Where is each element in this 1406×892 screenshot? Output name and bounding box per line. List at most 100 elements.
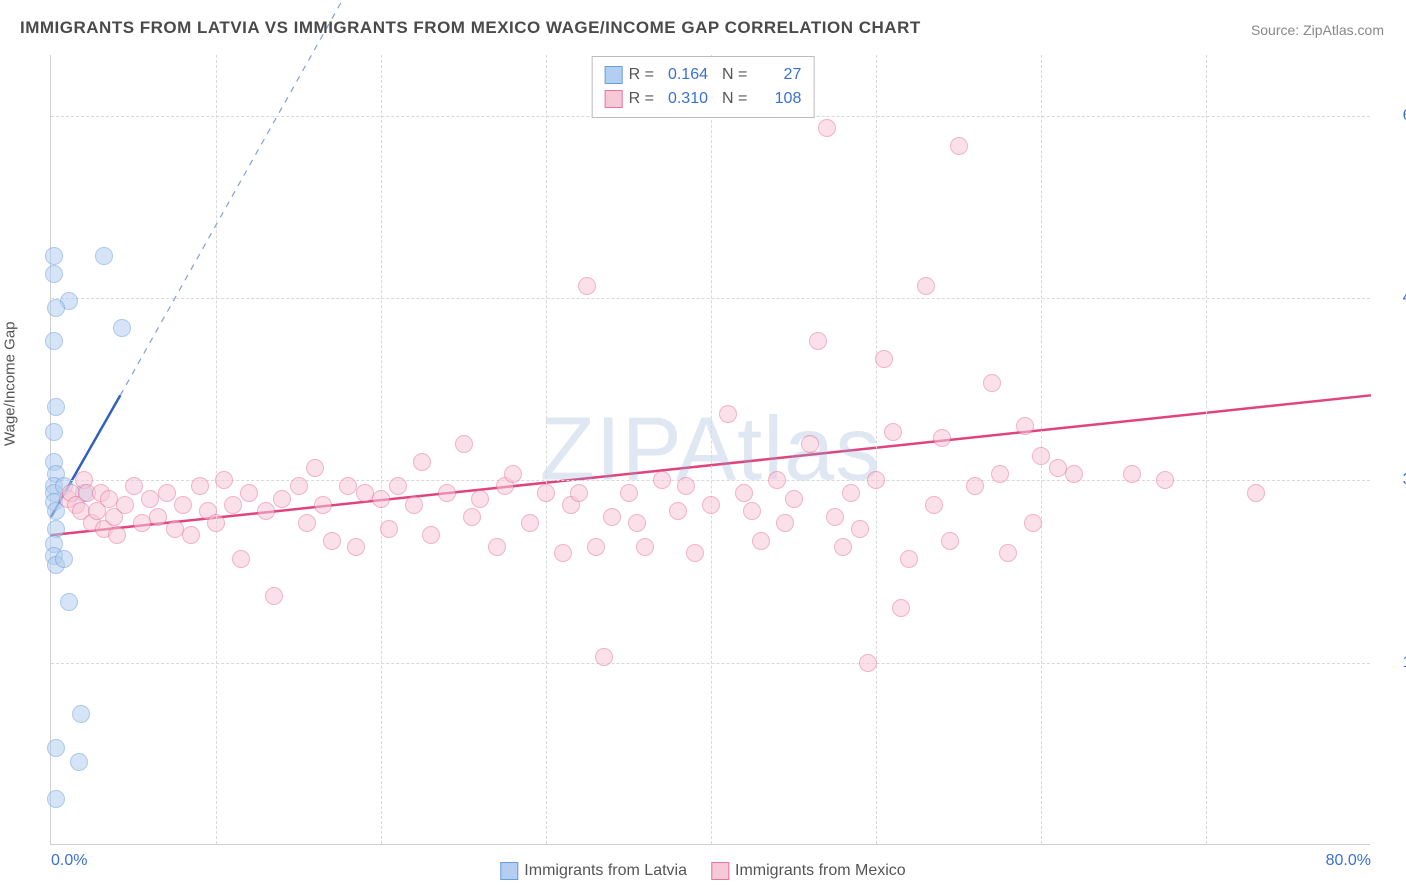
scatter-point — [1065, 465, 1083, 483]
scatter-point — [265, 587, 283, 605]
legend-n-label: N = — [722, 63, 747, 87]
x-tick-label: 80.0% — [1326, 852, 1371, 870]
scatter-point — [801, 435, 819, 453]
scatter-point — [389, 477, 407, 495]
scatter-point — [603, 508, 621, 526]
scatter-point — [133, 514, 151, 532]
scatter-point — [141, 490, 159, 508]
source-attribution: Source: ZipAtlas.com — [1251, 22, 1384, 38]
legend-series-item: Immigrants from Latvia — [500, 862, 687, 880]
scatter-point — [1032, 447, 1050, 465]
scatter-point — [207, 514, 225, 532]
scatter-point — [95, 247, 113, 265]
scatter-point — [925, 496, 943, 514]
legend-swatch — [711, 862, 729, 880]
scatter-point — [347, 538, 365, 556]
scatter-point — [45, 423, 63, 441]
scatter-point — [999, 544, 1017, 562]
gridline-vertical — [381, 55, 382, 844]
scatter-point — [875, 350, 893, 368]
scatter-point — [306, 459, 324, 477]
scatter-point — [752, 532, 770, 550]
scatter-point — [100, 490, 118, 508]
scatter-point — [809, 332, 827, 350]
legend-correlation-row: R =0.164N =27 — [605, 63, 802, 87]
scatter-point — [240, 484, 258, 502]
scatter-point — [372, 490, 390, 508]
scatter-point — [653, 471, 671, 489]
scatter-point — [47, 299, 65, 317]
scatter-point — [917, 277, 935, 295]
scatter-point — [933, 429, 951, 447]
scatter-point — [595, 648, 613, 666]
legend-r-value: 0.310 — [660, 87, 708, 111]
scatter-point — [818, 119, 836, 137]
scatter-point — [224, 496, 242, 514]
gridline-vertical — [546, 55, 547, 844]
scatter-point — [232, 550, 250, 568]
y-tick-label: 45.0% — [1378, 289, 1406, 307]
legend-r-label: R = — [629, 63, 654, 87]
scatter-point — [125, 477, 143, 495]
scatter-point — [290, 477, 308, 495]
scatter-point — [70, 753, 88, 771]
scatter-point — [405, 496, 423, 514]
scatter-point — [273, 490, 291, 508]
scatter-point — [149, 508, 167, 526]
scatter-point — [686, 544, 704, 562]
scatter-point — [314, 496, 332, 514]
scatter-point — [47, 739, 65, 757]
scatter-point — [1156, 471, 1174, 489]
scatter-point — [826, 508, 844, 526]
gridline-vertical — [1206, 55, 1207, 844]
scatter-point — [776, 514, 794, 532]
scatter-point — [537, 484, 555, 502]
scatter-point — [422, 526, 440, 544]
scatter-point — [45, 247, 63, 265]
scatter-point — [356, 484, 374, 502]
trend-line-extrapolation — [120, 0, 414, 395]
scatter-point — [669, 502, 687, 520]
scatter-point — [950, 137, 968, 155]
legend-r-value: 0.164 — [660, 63, 708, 87]
scatter-point — [339, 477, 357, 495]
legend-swatch — [500, 862, 518, 880]
y-tick-label: 60.0% — [1378, 107, 1406, 125]
scatter-point — [867, 471, 885, 489]
scatter-point — [892, 599, 910, 617]
scatter-point — [884, 423, 902, 441]
legend-series-label: Immigrants from Mexico — [735, 862, 906, 879]
scatter-point — [463, 508, 481, 526]
scatter-point — [47, 790, 65, 808]
legend-swatch — [605, 66, 623, 84]
scatter-point — [620, 484, 638, 502]
scatter-plot: ZIPAtlas 15.0%30.0%45.0%60.0%0.0%80.0% — [50, 55, 1370, 845]
scatter-point — [1016, 417, 1034, 435]
scatter-point — [842, 484, 860, 502]
scatter-point — [380, 520, 398, 538]
scatter-point — [45, 332, 63, 350]
x-tick-label: 0.0% — [51, 852, 87, 870]
correlation-legend: R =0.164N =27R =0.310N =108 — [592, 56, 815, 118]
legend-series-item: Immigrants from Mexico — [711, 862, 906, 880]
legend-n-label: N = — [722, 87, 747, 111]
legend-series-label: Immigrants from Latvia — [524, 862, 687, 879]
scatter-point — [158, 484, 176, 502]
scatter-point — [298, 514, 316, 532]
scatter-point — [108, 526, 126, 544]
scatter-point — [554, 544, 572, 562]
scatter-point — [587, 538, 605, 556]
legend-r-label: R = — [629, 87, 654, 111]
legend-n-value: 108 — [753, 87, 801, 111]
gridline-vertical — [876, 55, 877, 844]
chart-title: IMMIGRANTS FROM LATVIA VS IMMIGRANTS FRO… — [20, 18, 921, 38]
scatter-point — [941, 532, 959, 550]
gridline-vertical — [711, 55, 712, 844]
scatter-point — [578, 277, 596, 295]
scatter-point — [47, 398, 65, 416]
scatter-point — [116, 496, 134, 514]
scatter-point — [45, 265, 63, 283]
scatter-point — [834, 538, 852, 556]
scatter-point — [768, 471, 786, 489]
scatter-point — [1247, 484, 1265, 502]
